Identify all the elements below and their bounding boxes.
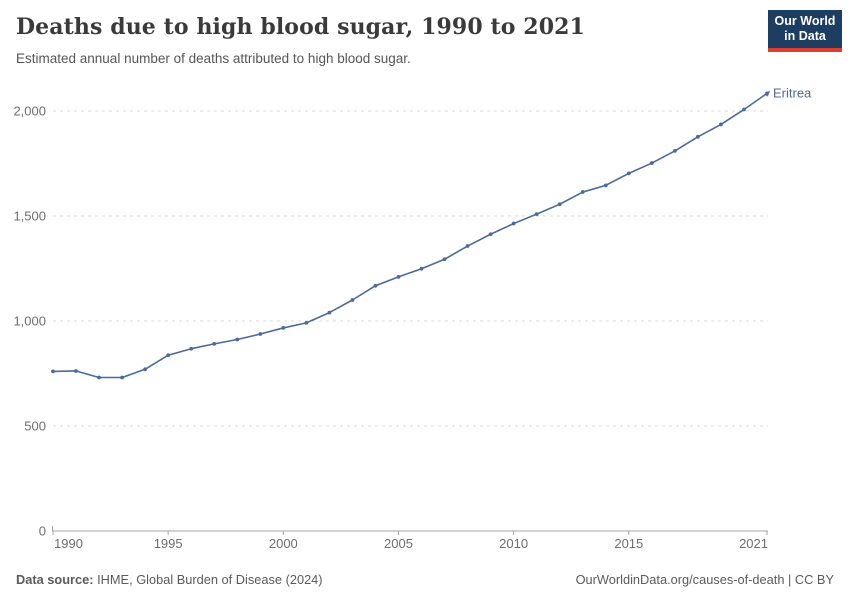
chart-footer: Data source: IHME, Global Burden of Dise…: [16, 568, 834, 590]
data-point-marker[interactable]: [327, 310, 332, 315]
data-point-marker[interactable]: [235, 337, 240, 342]
license-note: OurWorldinData.org/causes-of-death | CC …: [576, 572, 834, 587]
data-point-marker[interactable]: [465, 244, 470, 248]
data-source-label: Data source:: [16, 571, 94, 587]
y-axis-tick-label: 1,000: [13, 314, 46, 329]
data-point-marker[interactable]: [603, 183, 608, 188]
owid-logo[interactable]: Our World in Data: [768, 10, 842, 52]
owid-logo-line2: in Data: [784, 29, 826, 43]
data-point-marker[interactable]: [580, 190, 585, 194]
data-point-marker[interactable]: [304, 320, 309, 325]
data-point-marker[interactable]: [189, 346, 194, 351]
data-point-marker[interactable]: [442, 257, 447, 262]
data-point-marker[interactable]: [51, 369, 55, 374]
data-point-marker[interactable]: [143, 367, 148, 372]
data-point-marker[interactable]: [373, 283, 378, 288]
x-axis-tick-label: 1995: [154, 536, 183, 551]
data-point-marker[interactable]: [74, 369, 78, 373]
x-axis-tick-label: 2005: [384, 536, 413, 551]
y-axis-tick-label: 1,500: [13, 209, 46, 224]
data-line[interactable]: [52, 92, 768, 379]
owid-logo-line1: Our World: [774, 14, 836, 28]
x-axis-tick-label: 2015: [614, 536, 643, 551]
owid-url-link[interactable]: OurWorldinData.org/causes-of-death: [575, 571, 785, 587]
data-point-marker[interactable]: [742, 107, 746, 112]
data-point-marker[interactable]: [626, 171, 631, 176]
data-point-marker[interactable]: [719, 122, 723, 127]
data-point-marker[interactable]: [258, 332, 263, 336]
data-point-marker[interactable]: [488, 232, 493, 237]
data-point-marker[interactable]: [511, 221, 516, 226]
data-point-marker[interactable]: [672, 149, 677, 153]
data-source-text: IHME, Global Burden of Disease (2024): [93, 571, 323, 587]
data-point-marker[interactable]: [696, 134, 700, 139]
data-point-marker[interactable]: [557, 202, 562, 207]
data-source-note: Data source: IHME, Global Burden of Dise…: [16, 572, 323, 587]
data-point-marker[interactable]: [350, 298, 355, 302]
license-text: | CC BY: [784, 571, 834, 587]
x-axis-tick-label: 2010: [499, 536, 528, 551]
series-entity-label[interactable]: Eritrea: [773, 85, 812, 100]
chart-subtitle: Estimated annual number of deaths attrib…: [16, 51, 411, 66]
data-point-marker[interactable]: [120, 375, 124, 380]
x-axis-tick-label: 2000: [269, 536, 298, 551]
x-axis-tick-label: 2021: [739, 536, 768, 551]
data-point-marker[interactable]: [419, 266, 424, 271]
y-axis-tick-label: 0: [39, 524, 46, 539]
chart-title: Deaths due to high blood sugar, 1990 to …: [16, 14, 585, 40]
data-point-marker[interactable]: [212, 341, 217, 346]
line-end-arrowhead: [764, 90, 771, 97]
data-point-marker[interactable]: [166, 353, 171, 358]
data-point-marker[interactable]: [534, 212, 539, 217]
x-axis-tick-label: 1990: [54, 536, 83, 551]
data-point-marker[interactable]: [281, 326, 286, 330]
y-axis-tick-label: 2,000: [13, 104, 46, 119]
data-point-marker[interactable]: [396, 275, 401, 279]
y-axis-tick-label: 500: [24, 419, 46, 434]
data-point-marker[interactable]: [97, 375, 101, 380]
data-point-marker[interactable]: [649, 161, 654, 165]
